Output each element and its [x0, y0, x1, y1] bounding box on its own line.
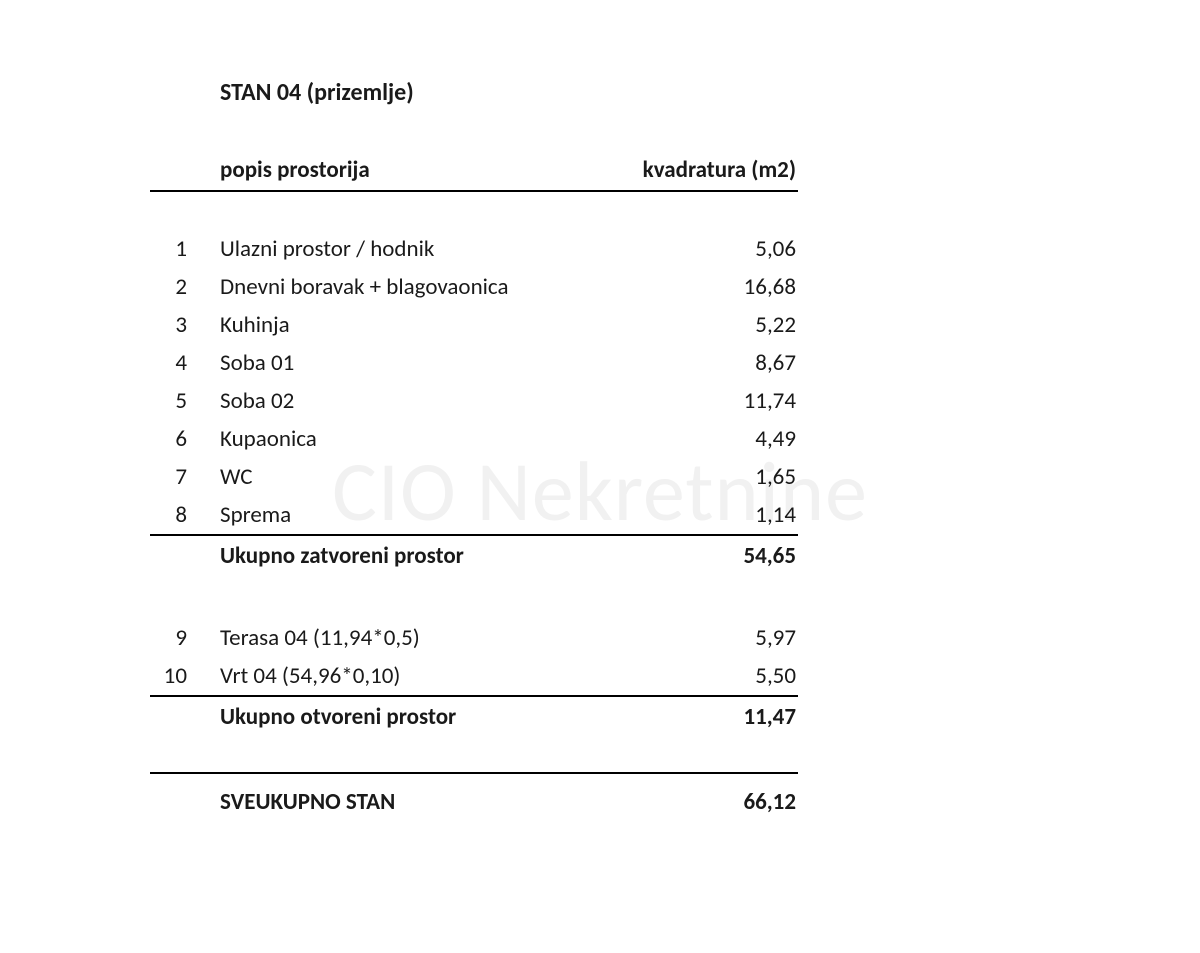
room-name: Sprema: [205, 496, 608, 535]
closed-subtotal-label: Ukupno zatvoreni prostor: [205, 535, 608, 575]
grand-total-label: SVEUKUPNO STAN: [205, 774, 608, 821]
row-index: 9: [150, 619, 205, 657]
row-index: 1: [150, 230, 205, 268]
room-area: 8,67: [608, 344, 798, 382]
room-area-sheet: STAN 04 (prizemlje) popis prostorija kva…: [150, 78, 798, 821]
table-row: 5 Soba 02 11,74: [150, 382, 798, 420]
grand-total-row: SVEUKUPNO STAN 66,12: [150, 774, 798, 821]
table-row: 10 Vrt 04 (54,96*0,10) 5,50: [150, 657, 798, 696]
table-row: 2 Dnevni boravak + blagovaonica 16,68: [150, 268, 798, 306]
open-subtotal-label: Ukupno otvoreni prostor: [205, 696, 608, 736]
room-area: 5,22: [608, 306, 798, 344]
table-header-row: popis prostorija kvadratura (m2): [150, 151, 798, 191]
room-name: Dnevni boravak + blagovaonica: [205, 268, 608, 306]
room-area: 11,74: [608, 382, 798, 420]
table-row: 6 Kupaonica 4,49: [150, 420, 798, 458]
row-index: 7: [150, 458, 205, 496]
col-header-value: kvadratura (m2): [608, 151, 798, 191]
room-name: Soba 02: [205, 382, 608, 420]
row-index: 10: [150, 657, 205, 696]
room-name: WC: [205, 458, 608, 496]
open-subtotal-value: 11,47: [608, 696, 798, 736]
room-area: 5,97: [608, 619, 798, 657]
open-subtotal-row: Ukupno otvoreni prostor 11,47: [150, 696, 798, 736]
room-name: Ulazni prostor / hodnik: [205, 230, 608, 268]
room-name: Kuhinja: [205, 306, 608, 344]
room-name: Soba 01: [205, 344, 608, 382]
room-area: 16,68: [608, 268, 798, 306]
table-row: 7 WC 1,65: [150, 458, 798, 496]
closed-subtotal-value: 54,65: [608, 535, 798, 575]
table-row: 1 Ulazni prostor / hodnik 5,06: [150, 230, 798, 268]
room-area: 1,65: [608, 458, 798, 496]
col-header-name: popis prostorija: [205, 151, 608, 191]
table-row: 3 Kuhinja 5,22: [150, 306, 798, 344]
row-index: 3: [150, 306, 205, 344]
row-index: 6: [150, 420, 205, 458]
table-row: 9 Terasa 04 (11,94*0,5) 5,97: [150, 619, 798, 657]
row-index: 5: [150, 382, 205, 420]
room-area: 5,50: [608, 657, 798, 696]
closed-subtotal-row: Ukupno zatvoreni prostor 54,65: [150, 535, 798, 575]
room-name: Vrt 04 (54,96*0,10): [205, 657, 608, 696]
grand-total-value: 66,12: [608, 774, 798, 821]
room-name: Terasa 04 (11,94*0,5): [205, 619, 608, 657]
area-table: popis prostorija kvadratura (m2) 1 Ulazn…: [150, 151, 798, 821]
room-name: Kupaonica: [205, 420, 608, 458]
room-area: 5,06: [608, 230, 798, 268]
table-row: 4 Soba 01 8,67: [150, 344, 798, 382]
room-area: 1,14: [608, 496, 798, 535]
row-index: 4: [150, 344, 205, 382]
row-index: 8: [150, 496, 205, 535]
room-area: 4,49: [608, 420, 798, 458]
row-index: 2: [150, 268, 205, 306]
table-row: 8 Sprema 1,14: [150, 496, 798, 535]
sheet-title: STAN 04 (prizemlje): [220, 78, 798, 107]
